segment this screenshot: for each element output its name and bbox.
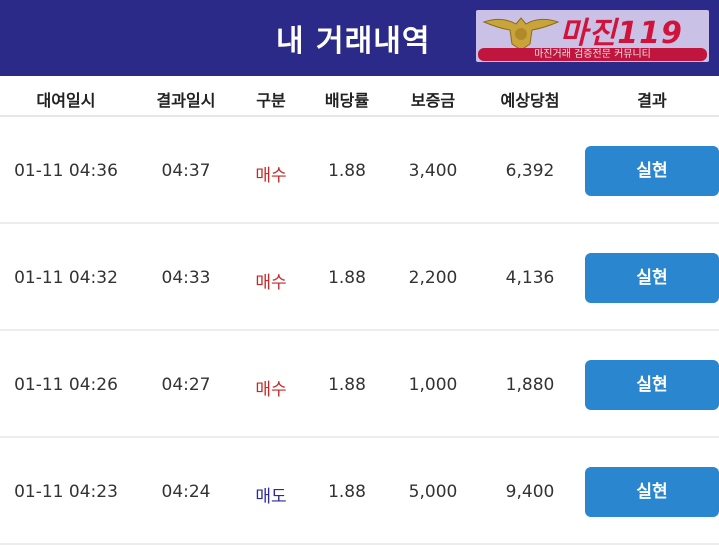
table-header: 대여일시 결과일시 구분 배당률 보증금 예상당첨 결과: [0, 76, 719, 117]
cell-expected: 4,136: [505, 268, 555, 288]
cell-odds: 1.88: [328, 268, 366, 288]
column-header-rent-time: 대여일시: [36, 91, 96, 110]
cell-rent-time: 01-11 04:36: [14, 161, 118, 181]
table-row: 01-11 04:23 04:24 매도 1.88 5,000 9,400 실현: [0, 438, 719, 545]
logo[interactable]: 마진119 마진거래 검증전문 커뮤니티: [476, 10, 709, 62]
cell-expected: 9,400: [505, 482, 555, 502]
cell-rent-time: 01-11 04:23: [14, 482, 118, 502]
cell-rent-time: 01-11 04:26: [14, 375, 118, 395]
cell-expected: 6,392: [505, 161, 555, 181]
result-button[interactable]: 실현: [585, 253, 719, 303]
cell-odds: 1.88: [328, 161, 366, 181]
cell-deposit: 1,000: [408, 375, 458, 395]
column-header-odds: 배당률: [324, 91, 370, 110]
cell-deposit: 2,200: [408, 268, 458, 288]
column-header-type: 구분: [256, 91, 286, 110]
cell-odds: 1.88: [328, 375, 366, 395]
result-button[interactable]: 실현: [585, 146, 719, 196]
eagle-emblem-icon: [482, 17, 560, 51]
cell-type: 매도: [255, 487, 287, 507]
cell-result-time: 04:33: [161, 268, 211, 288]
cell-result-time: 04:37: [161, 161, 211, 181]
cell-result-time: 04:24: [161, 482, 211, 502]
cell-deposit: 5,000: [408, 482, 458, 502]
table-row: 01-11 04:36 04:37 매수 1.88 3,400 6,392 실현: [0, 117, 719, 224]
logo-name: 마진119: [560, 16, 683, 51]
column-header-expected: 예상당첨: [500, 91, 560, 110]
logo-tagline: 마진거래 검증전문 커뮤니티: [478, 48, 707, 61]
table-row: 01-11 04:32 04:33 매수 1.88 2,200 4,136 실현: [0, 224, 719, 331]
header: 내 거래내역 마진119 마진거래 검증전문 커뮤니티: [0, 0, 719, 76]
cell-type: 매수: [255, 380, 287, 400]
page-title: 내 거래내역: [276, 24, 431, 59]
column-header-result-time: 결과일시: [156, 91, 216, 110]
cell-deposit: 3,400: [408, 161, 458, 181]
cell-rent-time: 01-11 04:32: [14, 268, 118, 288]
table-row: 01-11 04:26 04:27 매수 1.88 1,000 1,880 실현: [0, 331, 719, 438]
cell-type: 매수: [255, 273, 287, 293]
result-button[interactable]: 실현: [585, 467, 719, 517]
column-header-result: 결과: [637, 91, 667, 110]
cell-type: 매수: [255, 166, 287, 186]
column-header-deposit: 보증금: [410, 91, 456, 110]
cell-odds: 1.88: [328, 482, 366, 502]
result-button[interactable]: 실현: [585, 360, 719, 410]
cell-result-time: 04:27: [161, 375, 211, 395]
cell-expected: 1,880: [505, 375, 555, 395]
